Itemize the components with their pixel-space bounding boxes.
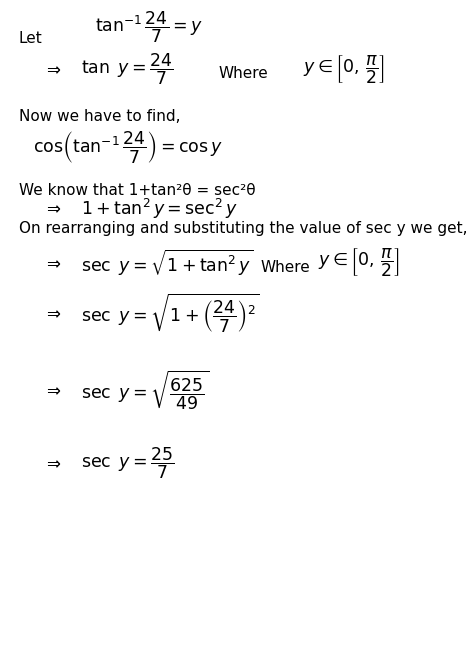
Text: $\sec\ y = \dfrac{25}{7}$: $\sec\ y = \dfrac{25}{7}$	[81, 446, 174, 481]
Text: $\Rightarrow$: $\Rightarrow$	[43, 254, 61, 272]
Text: $\sec\ y = \sqrt{\dfrac{625}{49}}$: $\sec\ y = \sqrt{\dfrac{625}{49}}$	[81, 368, 209, 412]
Text: $\cos\!\left(\tan^{-1}\dfrac{24}{7}\right) = \cos y$: $\cos\!\left(\tan^{-1}\dfrac{24}{7}\righ…	[33, 129, 223, 165]
Text: $y \in \left[0,\, \dfrac{\pi}{2}\right]$: $y \in \left[0,\, \dfrac{\pi}{2}\right]$	[318, 247, 400, 279]
Text: $\sec\ y = \sqrt{1 + \left(\dfrac{24}{7}\right)^{2}}$: $\sec\ y = \sqrt{1 + \left(\dfrac{24}{7}…	[81, 292, 259, 335]
Text: $\tan^{-1}\dfrac{24}{7} = y$: $\tan^{-1}\dfrac{24}{7} = y$	[95, 10, 203, 45]
Text: Now we have to find,: Now we have to find,	[19, 109, 181, 124]
Text: $\Rightarrow$: $\Rightarrow$	[43, 454, 61, 472]
Text: $1 + \tan^{2} y = \sec^{2} y$: $1 + \tan^{2} y = \sec^{2} y$	[81, 196, 237, 221]
Text: Where: Where	[261, 260, 310, 275]
Text: $y \in \left[0,\, \dfrac{\pi}{2}\right]$: $y \in \left[0,\, \dfrac{\pi}{2}\right]$	[303, 53, 385, 86]
Text: Let: Let	[19, 31, 43, 47]
Text: $\Rightarrow$: $\Rightarrow$	[43, 381, 61, 399]
Text: $\tan\ y = \dfrac{24}{7}$: $\tan\ y = \dfrac{24}{7}$	[81, 52, 173, 87]
Text: $\Rightarrow$: $\Rightarrow$	[43, 60, 61, 78]
Text: $\Rightarrow$: $\Rightarrow$	[43, 305, 61, 323]
Text: We know that 1+tan²θ = sec²θ: We know that 1+tan²θ = sec²θ	[19, 183, 255, 198]
Text: On rearranging and substituting the value of sec y we get,: On rearranging and substituting the valu…	[19, 220, 467, 236]
Text: $\Rightarrow$: $\Rightarrow$	[43, 200, 61, 218]
Text: Where: Where	[218, 65, 268, 81]
Text: $\sec\ y = \sqrt{1 + \tan^{2} y}$: $\sec\ y = \sqrt{1 + \tan^{2} y}$	[81, 248, 253, 278]
